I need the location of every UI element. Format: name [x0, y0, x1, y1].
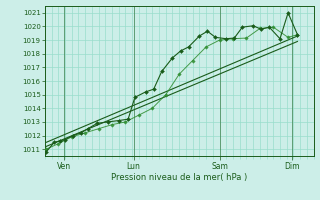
X-axis label: Pression niveau de la mer( hPa ): Pression niveau de la mer( hPa )	[111, 173, 247, 182]
